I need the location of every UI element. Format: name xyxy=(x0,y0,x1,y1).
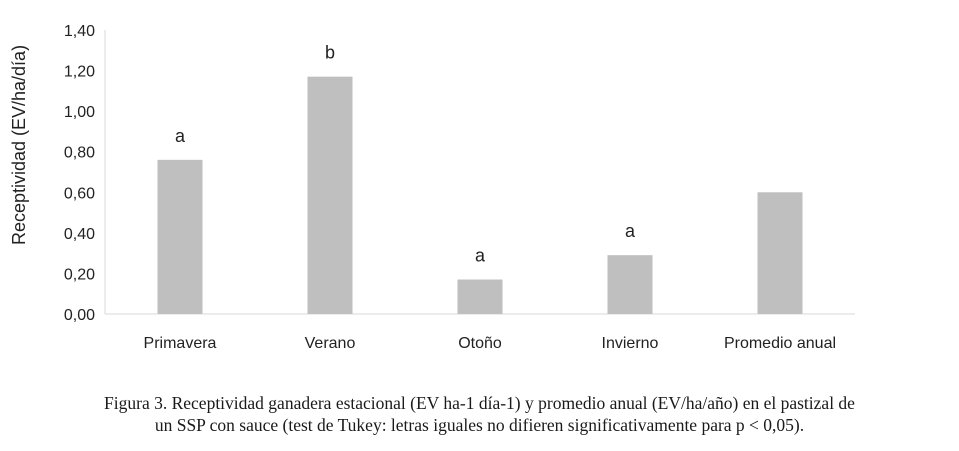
bar-significance-label: a xyxy=(175,126,186,146)
y-tick-label: 1,00 xyxy=(64,104,95,121)
bars xyxy=(157,76,803,315)
figure-caption: Figura 3. Receptividad ganadera estacion… xyxy=(0,392,959,436)
y-tick-labels: 0,00 0,20 0,40 0,60 0,80 1,00 1,20 1,40 xyxy=(64,23,95,324)
y-tick-label: 0,80 xyxy=(64,145,95,162)
category-label: Invierno xyxy=(602,335,659,352)
category-labels: Primavera Verano Otoño Invierno Promedio anu… xyxy=(144,335,836,352)
category-label: Verano xyxy=(305,335,356,352)
bar-chart: 0,00 0,20 0,40 0,60 0,80 1,00 1,20 1,40 a b a a Pr… xyxy=(9,23,855,352)
y-tick-label: 0,40 xyxy=(64,226,95,243)
bar xyxy=(607,255,653,314)
y-tick-label: 0,00 xyxy=(64,307,95,324)
bar xyxy=(157,159,203,314)
bar xyxy=(757,192,803,314)
y-tick-label: 0,60 xyxy=(64,185,95,202)
category-label: Promedio anual xyxy=(724,335,836,352)
category-label: Primavera xyxy=(144,335,217,352)
bar-significance-label: b xyxy=(325,43,335,63)
y-tick-label: 1,40 xyxy=(64,23,95,40)
bar xyxy=(457,279,503,314)
caption-line-2: un SSP con sauce (test de Tukey: letras … xyxy=(154,415,805,435)
y-tick-label: 1,20 xyxy=(64,64,95,81)
y-axis-title: Receptividad (EV/ha/día) xyxy=(9,45,29,245)
y-tick-label: 0,20 xyxy=(64,266,95,283)
bar-significance-label: a xyxy=(625,221,636,241)
significance-labels: a b a a xyxy=(175,43,636,266)
bar xyxy=(307,76,353,315)
category-label: Otoño xyxy=(458,335,502,352)
caption-line-1: Figura 3. Receptividad ganadera estacion… xyxy=(104,393,855,413)
bar-significance-label: a xyxy=(475,246,486,266)
